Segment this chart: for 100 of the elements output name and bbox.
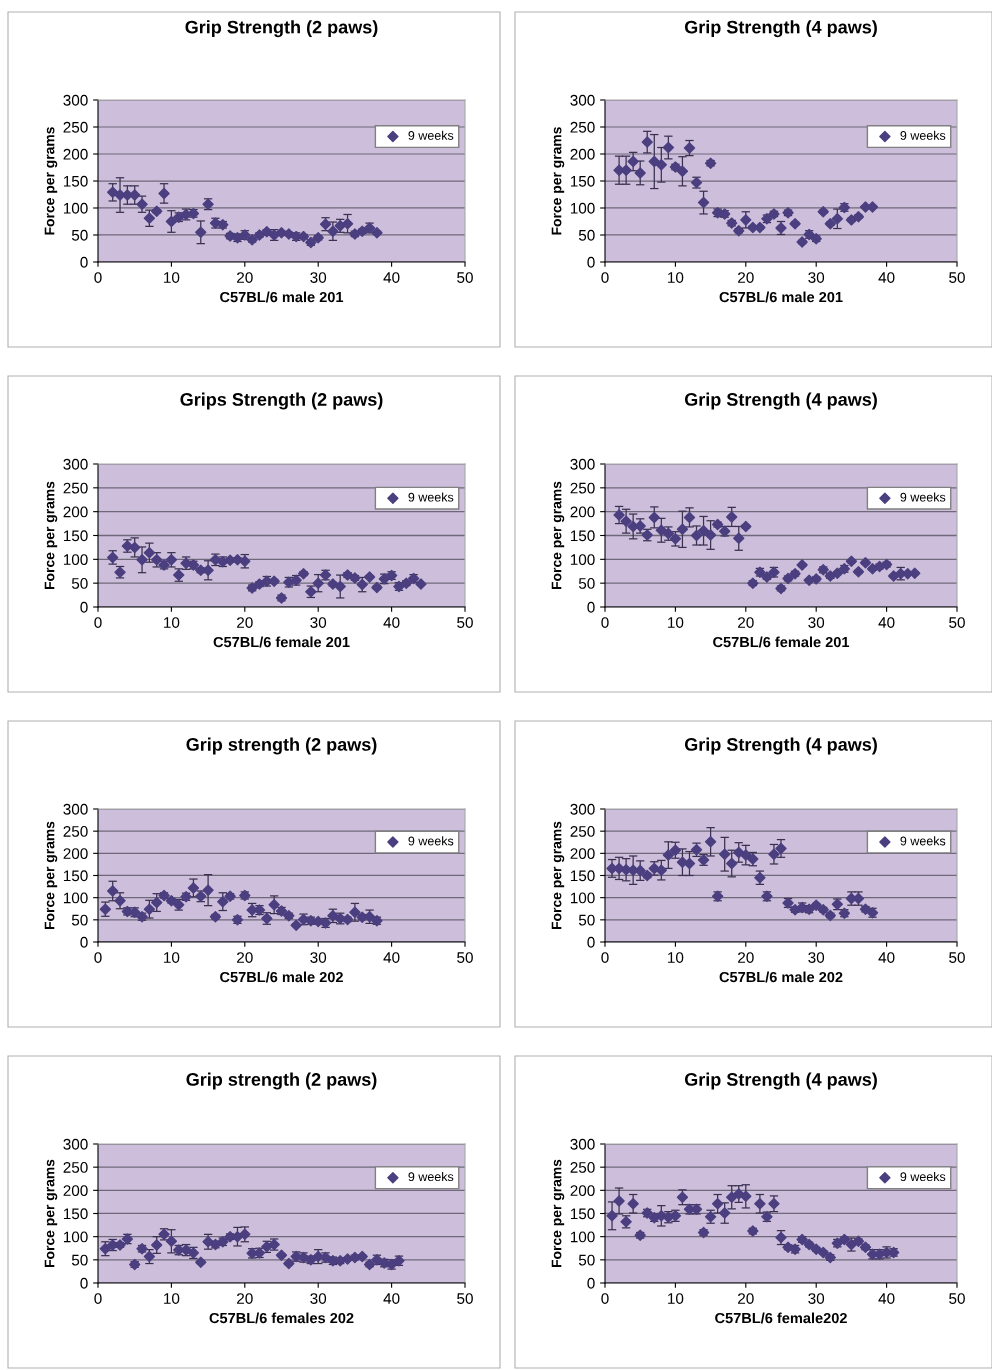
point xyxy=(704,836,717,848)
x-tick-label: 30 xyxy=(808,1293,825,1304)
x-tick-label: 10 xyxy=(164,1293,180,1304)
x-axis-title: C57BL/6 male 202 xyxy=(220,971,343,983)
point xyxy=(613,509,625,521)
point xyxy=(711,1198,724,1210)
y-tick-label: 0 xyxy=(80,256,88,268)
point xyxy=(754,1198,766,1210)
y-tick-label: 150 xyxy=(570,1208,595,1220)
point xyxy=(726,857,738,870)
chart-title: Grip strength (2 paws) xyxy=(186,737,377,755)
y-axis-title: Force per grams xyxy=(551,821,565,929)
x-tick-label: 10 xyxy=(164,617,180,628)
chart-title: Grip Strength (4 paws) xyxy=(684,737,877,755)
point xyxy=(136,554,148,566)
point xyxy=(817,1246,829,1259)
chart-title: Grip Strength (4 paws) xyxy=(684,20,877,38)
point xyxy=(327,225,339,237)
y-tick-label: 250 xyxy=(570,121,595,133)
y-axis-title: Force per grams xyxy=(44,481,58,589)
y-tick-label: 200 xyxy=(570,148,595,160)
y-tick-label: 250 xyxy=(570,1162,595,1173)
chart-title: Grip Strength (4 paws) xyxy=(684,392,877,410)
y-tick-label: 0 xyxy=(587,936,595,948)
y-tick-label: 300 xyxy=(63,803,88,815)
x-tick-label: 30 xyxy=(310,1293,327,1304)
point xyxy=(268,899,280,911)
y-tick-label: 300 xyxy=(63,458,88,470)
y-tick-label: 50 xyxy=(71,1254,88,1266)
x-tick-label: 50 xyxy=(457,1293,473,1304)
point xyxy=(627,1198,639,1210)
x-tick-label: 50 xyxy=(457,952,473,963)
legend-label: 9 weeks xyxy=(900,836,946,846)
y-tick-label: 250 xyxy=(63,121,88,133)
y-tick-label: 200 xyxy=(570,506,595,518)
y-tick-label: 250 xyxy=(63,826,88,837)
point xyxy=(662,141,675,154)
y-tick-label: 150 xyxy=(63,530,88,542)
x-tick-label: 40 xyxy=(383,617,400,628)
y-tick-label: 200 xyxy=(63,1185,88,1197)
x-tick-label: 40 xyxy=(383,272,400,283)
x-axis-title: C57BL/6 female 201 xyxy=(713,636,850,648)
x-tick-label: 20 xyxy=(237,952,253,963)
point xyxy=(334,580,346,593)
chart-title: Grips Strength (2 paws) xyxy=(180,392,383,410)
point xyxy=(613,1195,625,1207)
y-tick-label: 0 xyxy=(80,1277,88,1289)
x-tick-label: 10 xyxy=(668,952,684,963)
x-tick-label: 30 xyxy=(310,272,327,283)
point xyxy=(697,196,710,209)
y-tick-label: 300 xyxy=(570,1138,595,1150)
point xyxy=(733,532,745,545)
point xyxy=(202,884,214,896)
legend-label: 9 weeks xyxy=(900,492,946,502)
x-axis-title: C57BL/6 male 201 xyxy=(220,291,344,303)
point xyxy=(275,1249,288,1261)
x-tick-label: 0 xyxy=(601,1293,609,1304)
x-tick-label: 0 xyxy=(94,952,102,963)
point xyxy=(859,556,872,569)
y-axis-title: Force per grams xyxy=(551,127,565,235)
point xyxy=(704,529,717,541)
y-tick-label: 250 xyxy=(63,1162,88,1173)
y-tick-label: 150 xyxy=(570,530,595,542)
point xyxy=(106,885,119,897)
x-tick-label: 0 xyxy=(94,272,102,283)
point xyxy=(789,217,801,230)
y-tick-label: 50 xyxy=(578,914,595,926)
y-tick-label: 0 xyxy=(587,256,595,268)
y-tick-label: 150 xyxy=(570,175,595,187)
point xyxy=(676,165,689,177)
x-tick-label: 50 xyxy=(457,272,473,283)
legend-label: 9 weeks xyxy=(900,1171,946,1182)
chart-title: Grip Strength (2 paws) xyxy=(185,20,378,38)
y-tick-label: 100 xyxy=(570,1231,595,1243)
y-tick-label: 100 xyxy=(63,892,88,904)
point xyxy=(165,215,178,228)
y-tick-label: 100 xyxy=(570,554,595,566)
x-tick-label: 20 xyxy=(237,272,253,283)
x-tick-label: 40 xyxy=(383,1293,400,1304)
legend-label: 9 weeks xyxy=(408,492,454,502)
x-axis-title: C57BL/6 females 202 xyxy=(209,1312,354,1324)
chart-title: Grip Strength (4 paws) xyxy=(684,1072,877,1090)
point xyxy=(648,511,660,524)
y-tick-label: 50 xyxy=(578,229,595,241)
x-tick-label: 10 xyxy=(164,952,180,963)
y-tick-label: 50 xyxy=(578,578,595,589)
x-tick-label: 30 xyxy=(310,617,327,628)
x-tick-label: 20 xyxy=(738,1293,754,1304)
x-tick-label: 30 xyxy=(808,952,825,963)
point xyxy=(143,546,156,559)
point xyxy=(676,523,689,536)
y-tick-label: 300 xyxy=(63,1138,88,1150)
point xyxy=(683,511,696,524)
legend-label: 9 weeks xyxy=(408,1171,454,1182)
y-tick-label: 100 xyxy=(570,202,595,214)
y-tick-label: 200 xyxy=(570,848,595,860)
y-tick-label: 200 xyxy=(63,848,88,860)
point xyxy=(718,848,731,860)
point xyxy=(718,1207,731,1219)
point xyxy=(606,1210,618,1222)
